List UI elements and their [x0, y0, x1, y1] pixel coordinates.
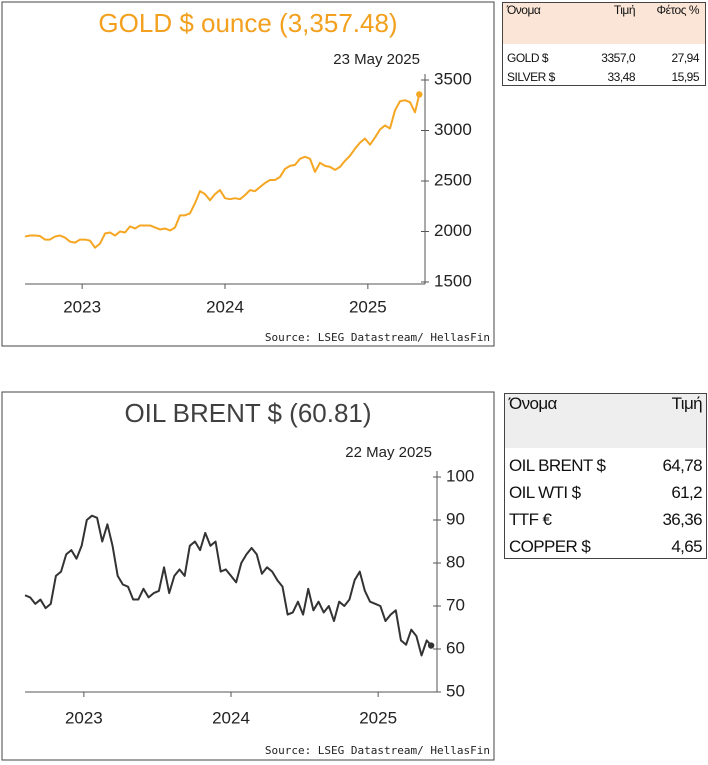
- chart-date: 22 May 2025: [345, 444, 432, 461]
- cell: TTF €: [509, 509, 552, 529]
- y-tick-label: 60: [446, 638, 465, 657]
- y-tick-label: 70: [446, 595, 465, 614]
- cell: 33,48: [607, 69, 635, 84]
- column-header: Τιμή: [671, 394, 703, 413]
- gold-table: Όνομα Τιμή Φέτος % GOLD $ 3357,0 27,94 S…: [502, 2, 706, 86]
- column-header: Φέτος %: [656, 3, 700, 17]
- y-tick-label: 80: [446, 552, 465, 571]
- column-header: Τιμή: [613, 3, 636, 17]
- chart-date: 23 May 2025: [333, 51, 420, 68]
- cell: 36,36: [662, 509, 702, 529]
- table-header: Όνομα Τιμή Φέτος %: [503, 3, 705, 44]
- cell: 4,65: [671, 536, 702, 556]
- y-tick-label: 90: [446, 509, 465, 528]
- column-header: Όνομα: [507, 3, 541, 17]
- table-row: OIL BRENT $ 64,78: [505, 452, 706, 479]
- y-tick-label: 100: [446, 466, 474, 485]
- chart-frame: [1, 391, 495, 761]
- x-tick-label: 2024: [206, 297, 244, 316]
- chart-frame: [1, 1, 495, 347]
- y-tick-label: 50: [446, 681, 465, 700]
- table-row: COPPER $ 4,65: [505, 533, 706, 560]
- cell: 27,94: [671, 50, 699, 65]
- cell: 64,78: [662, 455, 702, 475]
- table-row: TTF € 36,36: [505, 506, 706, 533]
- x-tick-label: 2023: [65, 708, 103, 727]
- table-row: GOLD $ 3357,0 27,94: [503, 48, 705, 67]
- x-tick-label: 2024: [212, 708, 250, 727]
- cell: SILVER $: [507, 69, 555, 84]
- end-marker: [427, 642, 435, 649]
- cell: GOLD $: [507, 50, 549, 65]
- y-tick-label: 1500: [434, 271, 472, 290]
- table-row: OIL WTI $ 61,2: [505, 479, 706, 506]
- x-tick-label: 2025: [349, 297, 387, 316]
- chart-title: GOLD $ ounce (3,357.48): [98, 8, 397, 38]
- y-tick-label: 3000: [434, 120, 472, 139]
- column-header: Όνομα: [509, 394, 557, 413]
- oil-table: Όνομα Τιμή OIL BRENT $ 64,78 OIL WTI $ 61,…: [504, 393, 707, 559]
- y-tick-label: 2000: [434, 221, 472, 240]
- cell: OIL WTI $: [509, 482, 581, 502]
- cell: OIL BRENT $: [509, 455, 606, 475]
- source-note: Source: LSEG Datastream/ HellasFin: [265, 744, 490, 757]
- y-tick-label: 3500: [434, 69, 472, 88]
- source-note: Source: LSEG Datastream/ HellasFin: [265, 331, 490, 344]
- cell: COPPER $: [509, 536, 591, 556]
- cell: 15,95: [671, 69, 699, 84]
- x-tick-label: 2023: [63, 297, 101, 316]
- x-tick-label: 2025: [359, 708, 397, 727]
- cell: 61,2: [671, 482, 702, 502]
- price-line: [24, 94, 421, 249]
- chart-title: OIL BRENT $ (60.81): [124, 398, 371, 428]
- price-line: [24, 514, 432, 657]
- end-marker: [416, 91, 423, 98]
- cell: 3357,0: [601, 50, 635, 65]
- table-header: Όνομα Τιμή: [505, 394, 706, 448]
- y-tick-label: 2500: [434, 170, 472, 189]
- table-row: SILVER $ 33,48 15,95: [503, 67, 705, 86]
